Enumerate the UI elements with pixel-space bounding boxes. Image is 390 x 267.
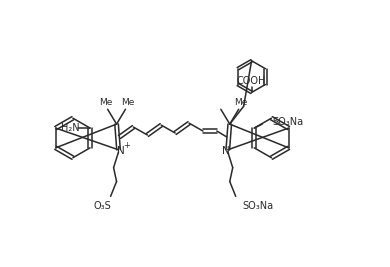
Text: SO₃Na: SO₃Na	[242, 201, 273, 211]
Text: SO₃Na: SO₃Na	[273, 117, 303, 127]
Text: H₂N: H₂N	[61, 123, 80, 133]
Text: Me: Me	[121, 98, 134, 107]
Text: +: +	[123, 141, 130, 150]
Text: Me: Me	[234, 98, 247, 107]
Text: N: N	[117, 146, 124, 156]
Text: COOH: COOH	[237, 76, 266, 85]
Text: O₃S: O₃S	[94, 201, 112, 211]
Text: Me: Me	[99, 98, 112, 107]
Text: N: N	[222, 146, 230, 156]
